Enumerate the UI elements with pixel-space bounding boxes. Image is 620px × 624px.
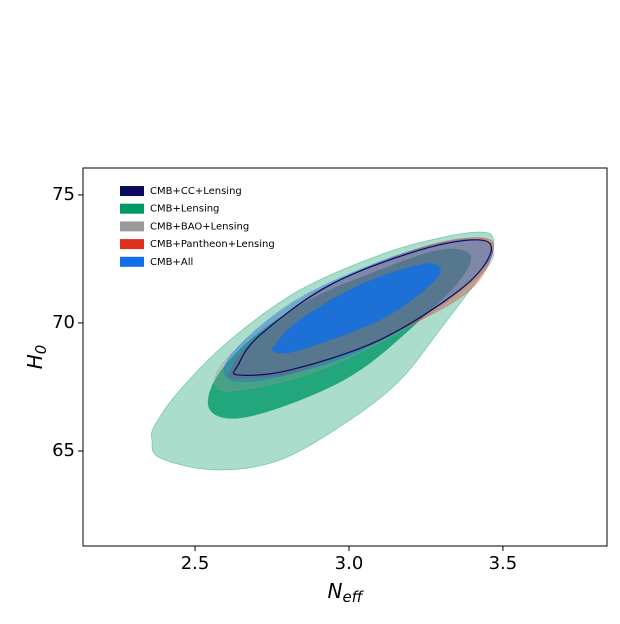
y-label-sub: 0 (32, 345, 50, 355)
legend-label: CMB+BAO+Lensing (150, 221, 249, 232)
y-tick-label: 75 (52, 184, 75, 205)
y-axis-label: H0 (23, 345, 50, 370)
y-label-main: H (23, 354, 47, 369)
legend-swatch (120, 256, 144, 267)
x-tick-label: 2.5 (181, 553, 210, 574)
y-tick-label: 65 (52, 440, 75, 461)
x-axis-label: Neff (327, 579, 364, 606)
legend-swatch (120, 203, 144, 214)
legend-swatch (120, 186, 144, 196)
contour (232, 239, 493, 376)
plot-area (150, 231, 495, 471)
y-tick-label: 70 (52, 312, 75, 333)
x-label-sub: eff (342, 588, 364, 606)
plot-frame (82, 167, 608, 547)
x-label-main: N (327, 579, 342, 603)
legend-swatch (120, 239, 144, 250)
legend-swatch (120, 221, 144, 232)
x-tick-label: 3.0 (335, 553, 364, 574)
legend-label: CMB+Pantheon+Lensing (150, 239, 275, 250)
legend-label: CMB+All (150, 257, 193, 268)
x-tick-label: 3.5 (489, 553, 518, 574)
contour (271, 263, 441, 354)
legend-label: CMB+CC+Lensing (150, 186, 242, 197)
legend-label: CMB+Lensing (150, 204, 219, 215)
